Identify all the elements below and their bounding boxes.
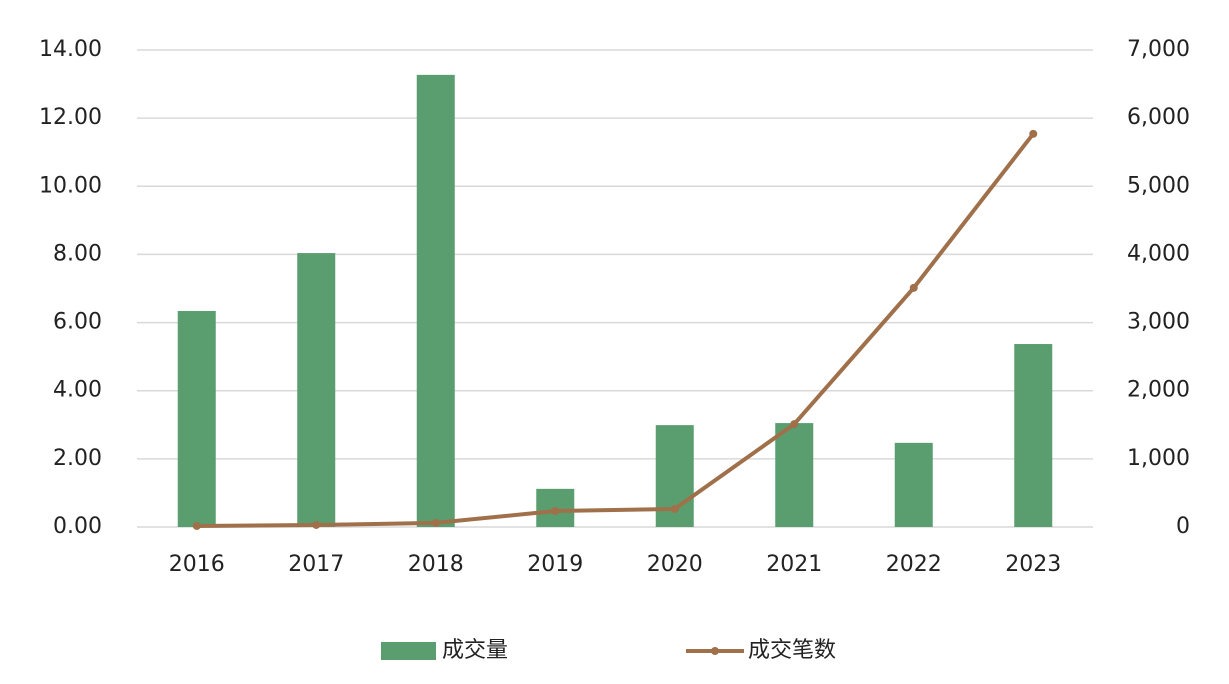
x-tick-label: 2017: [288, 552, 344, 577]
legend-label: 成交量: [442, 638, 508, 663]
x-tick-label: 2022: [886, 552, 942, 577]
bar: [177, 310, 216, 527]
bar: [775, 423, 814, 527]
y-tick-label: 2,000: [1127, 378, 1190, 403]
line-point: [1029, 129, 1038, 138]
y-tick-label: 4,000: [1127, 241, 1190, 266]
x-tick-label: 2020: [647, 552, 703, 577]
y-tick-label: 3,000: [1127, 310, 1190, 335]
bar: [416, 74, 455, 528]
line-point: [670, 504, 679, 513]
x-tick-label: 2016: [169, 552, 225, 577]
y-tick-label: 7,000: [1127, 37, 1190, 62]
y-tick-label: 14.00: [39, 37, 102, 62]
y-tick-label: 5,000: [1127, 173, 1190, 198]
x-tick-label: 2023: [1005, 552, 1061, 577]
y-tick-label: 10.00: [39, 173, 102, 198]
line-point: [551, 506, 560, 515]
y-tick-label: 1,000: [1127, 446, 1190, 471]
y-tick-label: 6.00: [53, 310, 102, 335]
line-point: [192, 521, 201, 530]
legend-swatch: [711, 647, 719, 655]
x-tick-label: 2018: [408, 552, 464, 577]
y-tick-label: 8.00: [53, 241, 102, 266]
x-tick-label: 2019: [527, 552, 583, 577]
bar: [894, 442, 933, 527]
line-point: [790, 420, 799, 429]
line-point: [312, 520, 321, 529]
y-tick-label: 6,000: [1127, 105, 1190, 130]
bar: [297, 253, 336, 527]
line-point: [431, 518, 440, 527]
line-point: [909, 283, 918, 292]
x-tick-label: 2021: [766, 552, 822, 577]
y-tick-label: 12.00: [39, 105, 102, 130]
y-tick-label: 2.00: [53, 446, 102, 471]
y-tick-label: 0.00: [53, 514, 102, 539]
legend-label: 成交笔数: [748, 638, 836, 663]
y-tick-label: 0: [1176, 514, 1190, 539]
line: [196, 132, 1035, 528]
y-tick-label: 4.00: [53, 378, 102, 403]
bar: [1014, 344, 1053, 527]
legend-swatch: [381, 642, 436, 660]
